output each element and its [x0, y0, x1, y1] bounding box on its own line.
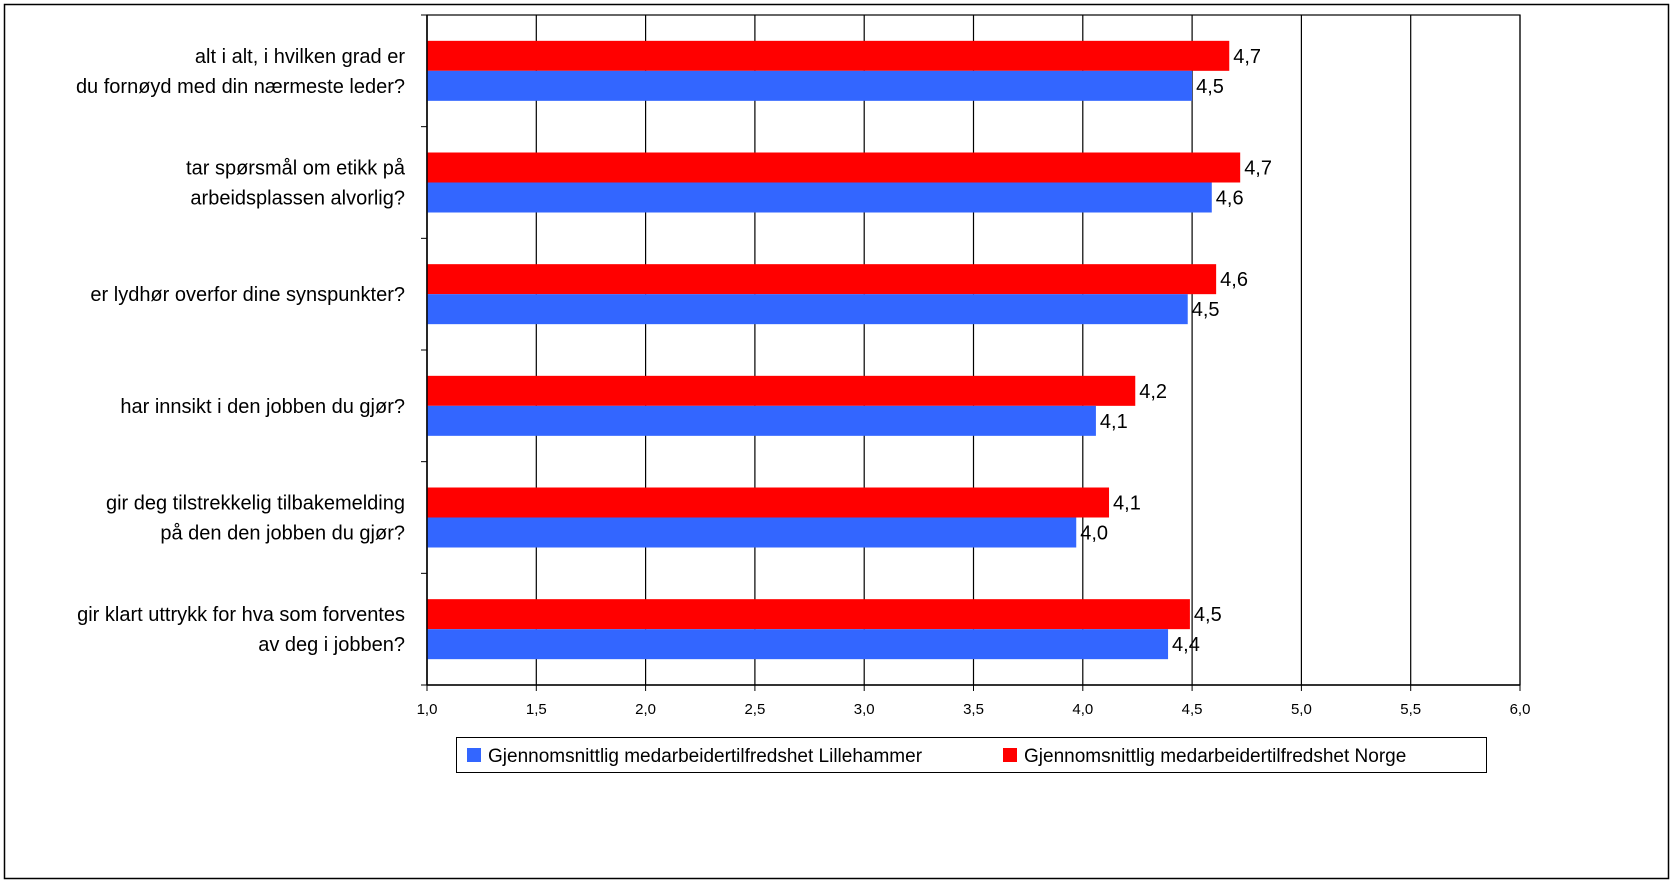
category-label: har innsikt i den jobben du gjør?: [120, 396, 405, 418]
value-label-norge: 4,7: [1244, 158, 1272, 180]
value-label-norge: 4,5: [1194, 604, 1222, 626]
value-label-lillehammer: 4,6: [1216, 188, 1244, 210]
x-tick-label: 6,0: [1510, 701, 1531, 718]
legend-label-lillehammer: Gjennomsnittlig medarbeidertilfredshet L…: [488, 746, 923, 767]
legend-box: [456, 737, 1487, 773]
x-tick-label: 3,5: [963, 701, 984, 718]
legend-swatch-norge: [1003, 748, 1017, 762]
bar-norge: [427, 264, 1217, 295]
category-label: gir deg tilstrekkelig tilbakemelding på d…: [106, 493, 405, 545]
legend: Gjennomsnittlig medarbeidertilfredshet L…: [456, 737, 1487, 773]
bar-lillehammer: [427, 405, 1096, 436]
category-label: gir klart uttrykk for hva som forventes a…: [77, 604, 405, 656]
bar-lillehammer: [427, 294, 1188, 325]
bar-norge: [427, 40, 1230, 71]
bar-lillehammer: [427, 182, 1212, 213]
category-label: er lydhør overfor dine synspunkter?: [90, 284, 405, 306]
chart-border: [3, 3, 1670, 880]
x-tick-label: 3,0: [854, 701, 875, 718]
value-label-norge: 4,7: [1233, 46, 1261, 68]
bar-norge: [427, 487, 1110, 518]
axes: [421, 14, 1521, 691]
tick-labels: 1,0 1,5 2,0 2,5 3,0 3,5 4,0 4,5 5,0 5,5 6,0: [417, 701, 1531, 718]
x-tick-label: 1,5: [526, 701, 547, 718]
bar-lillehammer: [427, 629, 1169, 660]
x-tick-label: 5,0: [1291, 701, 1312, 718]
x-tick-label: 2,5: [744, 701, 765, 718]
value-label-lillehammer: 4,1: [1100, 411, 1128, 433]
value-label-norge: 4,6: [1220, 269, 1248, 291]
value-label-lillehammer: 4,4: [1172, 634, 1200, 656]
legend-label-norge: Gjennomsnittlig medarbeidertilfredshet N…: [1024, 746, 1406, 767]
bars: [427, 40, 1241, 660]
bar-lillehammer: [427, 70, 1193, 101]
category-labels: alt i alt, i hvilken grad er du fornøyd m…: [76, 46, 406, 656]
category-label: alt i alt, i hvilken grad er du fornøyd m…: [76, 46, 405, 98]
value-label-norge: 4,2: [1139, 381, 1167, 403]
category-label: tar spørsmål om etikk på arbeidsplassen a…: [186, 158, 406, 210]
x-tick-label: 5,5: [1400, 701, 1421, 718]
x-tick-label: 4,0: [1072, 701, 1093, 718]
x-tick-label: 4,5: [1182, 701, 1203, 718]
value-label-norge: 4,1: [1113, 493, 1141, 515]
bar-norge: [427, 599, 1190, 630]
value-label-lillehammer: 4,0: [1080, 523, 1108, 545]
value-label-lillehammer: 4,5: [1192, 299, 1220, 321]
legend-swatch-lillehammer: [467, 748, 481, 762]
x-tick-label: 2,0: [635, 701, 656, 718]
x-tick-label: 1,0: [417, 701, 438, 718]
bar-lillehammer: [427, 517, 1077, 548]
value-label-lillehammer: 4,5: [1196, 76, 1224, 98]
bar-norge: [427, 375, 1136, 406]
value-labels: 4,74,54,74,64,64,54,24,14,14,04,54,4: [1080, 46, 1272, 656]
bar-norge: [427, 152, 1241, 183]
